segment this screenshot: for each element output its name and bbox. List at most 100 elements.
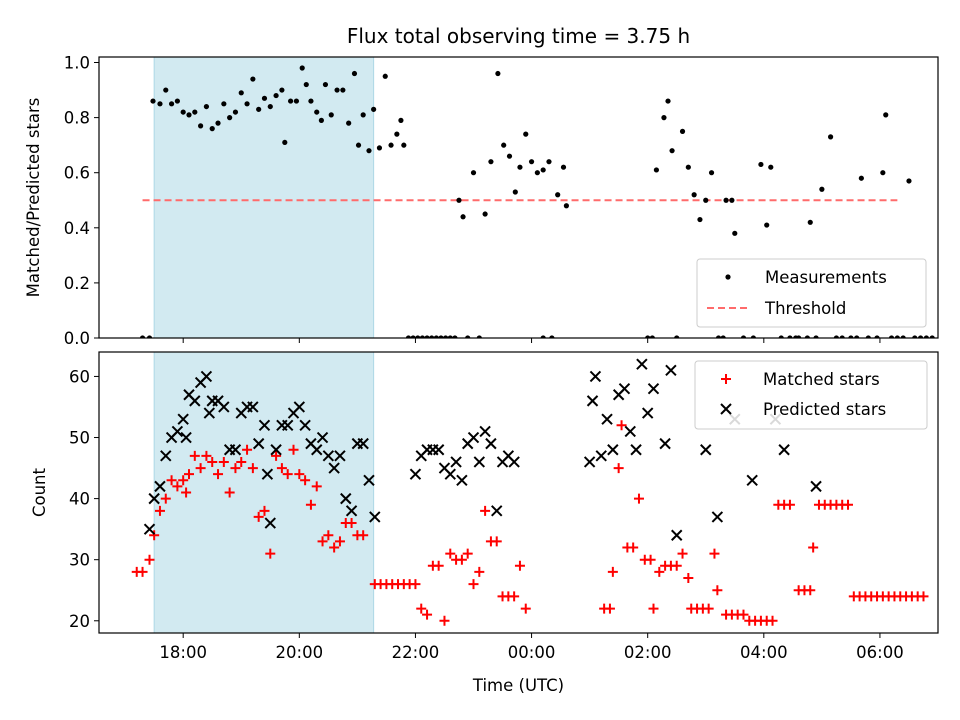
- data-point: [917, 335, 924, 338]
- data-point: [355, 142, 362, 148]
- data-point: [276, 463, 287, 474]
- data-point: [236, 456, 247, 467]
- data-point: [340, 87, 346, 93]
- data-point: [154, 480, 166, 493]
- data-point: [848, 335, 854, 338]
- data-point: [827, 134, 834, 140]
- data-point: [415, 335, 421, 338]
- chart-title: Flux total observing time = 3.75 h: [347, 24, 690, 48]
- data-point: [865, 335, 871, 338]
- data-point: [439, 615, 450, 626]
- data-point: [460, 214, 466, 220]
- data-point: [750, 335, 756, 338]
- data-point: [293, 401, 306, 413]
- data-point: [703, 197, 709, 203]
- data-point: [371, 106, 377, 112]
- data-point: [807, 219, 813, 225]
- data-point: [160, 493, 171, 504]
- data-point: [201, 450, 212, 461]
- data-point: [534, 170, 540, 176]
- data-point: [509, 591, 520, 602]
- data-point: [316, 431, 329, 444]
- data-point: [929, 335, 935, 338]
- data-point: [143, 523, 156, 535]
- data-point: [416, 603, 427, 614]
- data-point: [181, 487, 192, 498]
- data-point: [697, 216, 703, 223]
- data-point: [508, 456, 520, 468]
- data-point: [677, 548, 688, 559]
- data-point: [452, 335, 458, 338]
- data-point: [148, 492, 160, 505]
- data-point: [177, 413, 189, 425]
- x-tick-label: 00:00: [508, 643, 556, 662]
- data-point: [256, 106, 262, 112]
- series-measurements: [139, 65, 935, 338]
- data-point: [465, 335, 471, 338]
- data-point: [308, 98, 314, 104]
- data-point: [740, 335, 747, 338]
- data-point: [778, 444, 790, 456]
- data-point: [166, 475, 177, 486]
- data-point: [804, 335, 810, 338]
- data-point: [160, 450, 172, 462]
- data-point: [203, 103, 210, 110]
- data-point: [405, 335, 412, 338]
- axes-2: [94, 351, 939, 638]
- x-tick-label: 22:00: [392, 643, 440, 662]
- data-point: [150, 98, 156, 104]
- data-point: [282, 139, 288, 146]
- data-point: [854, 335, 860, 338]
- data-point: [305, 499, 316, 510]
- data-point: [271, 450, 282, 461]
- data-point: [438, 335, 444, 338]
- data-point: [299, 65, 305, 71]
- data-point: [247, 401, 259, 413]
- y-tick-label: 0.2: [64, 274, 90, 293]
- data-point: [409, 468, 422, 480]
- data-point: [419, 335, 426, 338]
- data-point: [293, 98, 300, 104]
- data-point: [218, 456, 229, 467]
- data-point: [645, 554, 656, 565]
- data-point: [819, 186, 825, 192]
- legend-marker-matched: [721, 374, 731, 384]
- data-point: [369, 511, 381, 523]
- data-point: [195, 463, 206, 474]
- data-point: [192, 109, 198, 115]
- data-point: [858, 175, 864, 181]
- legend-box: [694, 360, 928, 430]
- data-point: [172, 481, 183, 492]
- data-point: [808, 542, 819, 553]
- data-point: [358, 530, 369, 541]
- data-point: [345, 505, 358, 517]
- data-point: [906, 178, 912, 184]
- data-point: [259, 505, 270, 516]
- data-point: [433, 335, 439, 338]
- data-point: [311, 481, 322, 492]
- data-point: [267, 103, 273, 110]
- data-point: [401, 142, 407, 148]
- data-point: [252, 437, 265, 450]
- data-point: [595, 450, 607, 462]
- y-axis-label: Matched/Predicted stars: [24, 98, 43, 298]
- x-tick-label: 18:00: [159, 643, 207, 662]
- data-point: [813, 335, 819, 338]
- data-point: [334, 87, 340, 93]
- data-point: [207, 456, 218, 467]
- y-axis-label: Count: [30, 467, 49, 517]
- data-point: [253, 511, 264, 522]
- data-point: [540, 335, 546, 338]
- data-point: [613, 463, 624, 474]
- data-point: [346, 120, 352, 126]
- data-point: [685, 164, 691, 170]
- data-point: [700, 444, 712, 456]
- data-point: [468, 579, 479, 590]
- y-tick-label: 20: [69, 612, 90, 631]
- data-point: [805, 585, 816, 596]
- data-point: [314, 109, 320, 115]
- data-point: [250, 76, 256, 82]
- data-point: [317, 536, 328, 547]
- data-point: [563, 203, 570, 209]
- data-point: [189, 395, 201, 407]
